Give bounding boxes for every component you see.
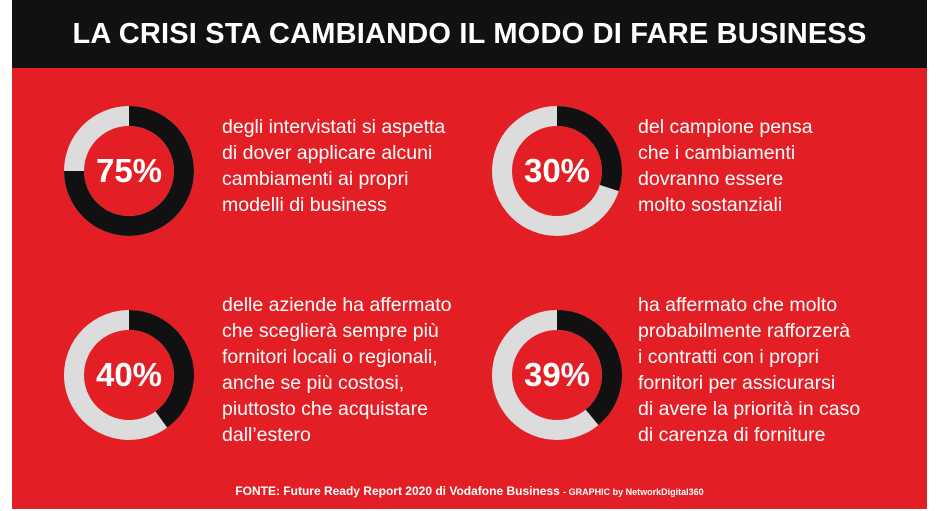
- desc-line: di dover applicare alcuni: [222, 142, 433, 164]
- desc-line: fornitori per assicurarsi: [638, 372, 836, 394]
- desc-line: di carenza di forniture: [638, 424, 826, 446]
- stat-description-3: delle aziende ha affermato che sceglierà…: [222, 292, 451, 448]
- page-title: LA CRISI STA CAMBIANDO IL MODO DI FARE B…: [72, 17, 867, 50]
- desc-line: piuttosto che acquistare: [222, 398, 428, 420]
- donut-arc-3: [128, 310, 194, 428]
- desc-line: degli intervistati si aspetta: [222, 116, 446, 138]
- desc-line: dall’estero: [222, 424, 311, 446]
- stat-description-4: ha affermato che molto probabilmente raf…: [638, 292, 860, 448]
- header-bar: LA CRISI STA CAMBIANDO IL MODO DI FARE B…: [12, 0, 927, 68]
- desc-line: di avere la priorità in caso: [638, 398, 861, 420]
- desc-line: cambiamenti ai propri: [222, 168, 409, 190]
- stat-value-1: 75%: [95, 152, 163, 189]
- stat-value-3: 40%: [95, 356, 163, 393]
- desc-line: probabilmente rafforzerà: [638, 320, 851, 342]
- desc-line: dovranno essere: [638, 168, 784, 190]
- source-note: FONTE: Future Ready Report 2020 di Vodaf…: [12, 484, 927, 498]
- donut-arc-2: [556, 106, 622, 192]
- desc-line: che i cambiamenti: [638, 142, 796, 164]
- desc-line: delle aziende ha affermato: [222, 294, 452, 316]
- stat-description-1: degli intervistati si aspetta di dover a…: [222, 114, 445, 218]
- donut-svg-4: [492, 310, 622, 440]
- donut-chart-3: 40%: [62, 308, 196, 442]
- desc-line: fornitori locali o regionali,: [222, 346, 438, 368]
- stat-value-2: 30%: [523, 152, 591, 189]
- source-text: FONTE: Future Ready Report 2020 di Vodaf…: [235, 484, 560, 498]
- desc-line: modelli di business: [222, 194, 387, 216]
- stat-value-4: 39%: [523, 356, 591, 393]
- infographic-panel: 75% degli intervistati si aspetta di dov…: [12, 68, 927, 509]
- donut-svg-1: [64, 106, 194, 236]
- donut-arc-1: [64, 106, 194, 236]
- donut-chart-1: 75%: [62, 104, 196, 238]
- desc-line: ha affermato che molto: [638, 294, 838, 316]
- stat-description-2: del campione pensa che i cambiamenti dov…: [638, 114, 813, 218]
- desc-line: molto sostanziali: [638, 194, 783, 216]
- donut-svg-3: [64, 310, 194, 440]
- desc-line: del campione pensa: [638, 116, 813, 138]
- graphic-credit: - GRAPHIC by NetworkDigital360: [563, 487, 704, 497]
- donut-chart-4: 39%: [490, 308, 624, 442]
- donut-arc-4: [556, 310, 622, 426]
- desc-line: i contratti con i propri: [638, 346, 819, 368]
- donut-chart-2: 30%: [490, 104, 624, 238]
- desc-line: che sceglierà sempre più: [222, 320, 439, 342]
- donut-svg-2: [492, 106, 622, 236]
- desc-line: anche se più costosi,: [222, 372, 405, 394]
